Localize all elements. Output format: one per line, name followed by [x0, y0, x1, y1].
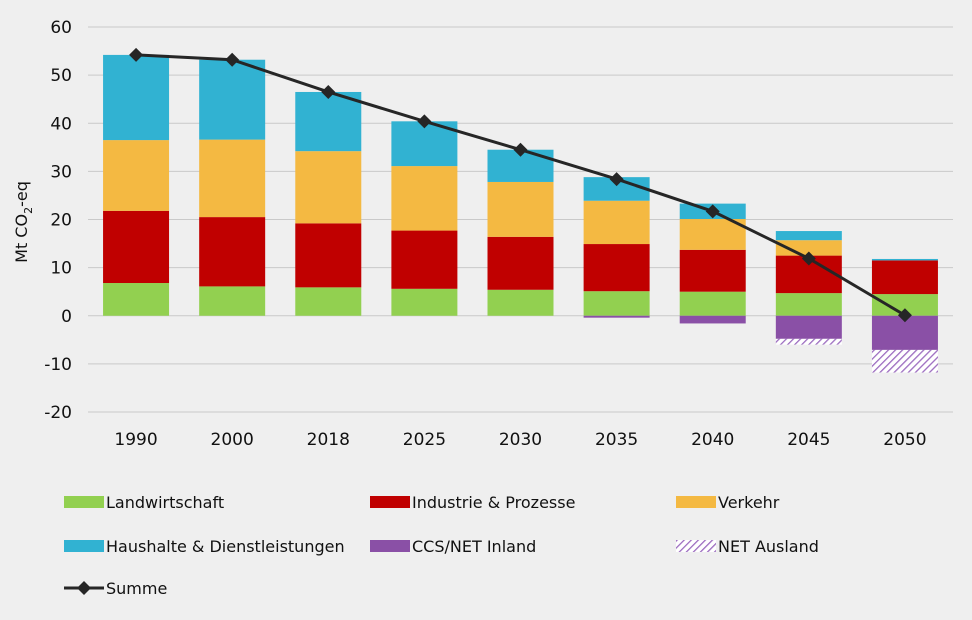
x-tick-label: 2045 [787, 430, 830, 450]
summe-marker [801, 251, 816, 266]
summe-marker [705, 204, 720, 219]
x-tick-label: 2000 [211, 430, 254, 450]
bar-segment-landwirtschaft [679, 291, 746, 316]
y-tick-label: 0 [61, 307, 72, 327]
stacked-bars [103, 54, 938, 373]
legend-swatch-haushalte-and-dienstleistungen [64, 540, 104, 552]
y-axis-tick-labels: 60 50 40 30 20 10 0 -10 -20 [44, 18, 72, 423]
legend: Landwirtschaft Industrie & Prozesse Verkeh… [64, 493, 819, 598]
y-axis-title-tail: -eq [12, 181, 31, 207]
legend-label-industrie-and-prozesse: Industrie & Prozesse [412, 493, 575, 512]
summe-marker [129, 47, 144, 62]
bar-segment-haushalte-and-dienstleistungen [199, 59, 266, 140]
bar-segment-industrie-and-prozesse [679, 249, 746, 292]
legend-label-verkehr: Verkehr [718, 493, 780, 512]
y-tick-label: 40 [50, 114, 72, 134]
bar-segment-landwirtschaft [487, 289, 554, 316]
bar-segment-verkehr [679, 219, 746, 250]
y-tick-label: -10 [44, 355, 72, 375]
bar-segment-haushalte-and-dienstleistungen [295, 91, 362, 152]
legend-swatch-verkehr [676, 496, 716, 508]
bar-segment-verkehr [199, 139, 266, 218]
bar-segment-verkehr [391, 166, 458, 231]
legend-marker-summe [77, 581, 91, 595]
summe-marker [609, 172, 624, 187]
bar-segment-verkehr [487, 181, 554, 237]
bar-segment-industrie-and-prozesse [583, 244, 650, 292]
bar-segment-haushalte-and-dienstleistungen [775, 231, 842, 241]
bar-segment-landwirtschaft [391, 288, 458, 316]
x-tick-label: 1990 [114, 430, 157, 450]
x-tick-label: 2018 [307, 430, 350, 450]
x-tick-label: 2040 [691, 430, 734, 450]
y-tick-label: 10 [50, 259, 72, 279]
x-tick-label: 2035 [595, 430, 638, 450]
bar-segment-landwirtschaft [199, 286, 266, 316]
y-axis-title: Mt CO2-eq [12, 181, 35, 263]
legend-label-ccs-net-inland: CCS/NET Inland [412, 537, 536, 556]
summe-marker [321, 84, 336, 99]
legend-label-net-ausland: NET Ausland [718, 537, 819, 556]
y-axis-title-main: Mt CO [12, 214, 31, 263]
x-tick-label: 2050 [883, 430, 926, 450]
summe-marker [225, 52, 240, 67]
summe-marker [897, 308, 912, 323]
bar-segment-industrie-and-prozesse [199, 217, 266, 287]
bar-segment-ccs-net-inland [679, 315, 746, 324]
bar-segment-verkehr [103, 140, 170, 211]
legend-swatch-net-ausland [676, 540, 716, 552]
legend-swatch-industrie-and-prozesse [370, 496, 410, 508]
bar-segment-landwirtschaft [871, 294, 938, 316]
legend-label-summe: Summe [106, 579, 167, 598]
bar-segment-haushalte-and-dienstleistungen [871, 258, 938, 261]
bar-segment-industrie-and-prozesse [871, 260, 938, 295]
legend-swatch-landwirtschaft [64, 496, 104, 508]
bar-segment-landwirtschaft [103, 283, 170, 316]
summe-marker [513, 142, 528, 157]
summe-line-series [129, 47, 912, 323]
bar-segment-landwirtschaft [295, 287, 362, 316]
x-axis-tick-labels: 1990 2000 2018 2025 2030 2035 2040 2045 2050 [114, 430, 926, 450]
y-tick-label: 50 [50, 66, 72, 86]
y-tick-label: 60 [50, 18, 72, 38]
bar-segment-haushalte-and-dienstleistungen [103, 54, 170, 141]
legend-label-landwirtschaft: Landwirtschaft [106, 493, 224, 512]
bar-segment-landwirtschaft [775, 293, 842, 316]
bar-segment-net-ausland [871, 349, 938, 373]
x-tick-label: 2025 [403, 430, 446, 450]
legend-label-haushalte-and-dienstleistungen: Haushalte & Dienstleistungen [106, 537, 345, 556]
x-tick-label: 2030 [499, 430, 542, 450]
bar-segment-industrie-and-prozesse [487, 236, 554, 290]
summe-marker [417, 114, 432, 129]
y-tick-label: -20 [44, 403, 72, 423]
bar-segment-ccs-net-inland [583, 315, 650, 318]
bar-segment-industrie-and-prozesse [295, 223, 362, 288]
bar-segment-verkehr [583, 200, 650, 245]
bar-segment-verkehr [295, 151, 362, 224]
bar-segment-industrie-and-prozesse [391, 230, 458, 289]
y-tick-label: 20 [50, 211, 72, 231]
bar-segment-industrie-and-prozesse [103, 210, 170, 284]
legend-swatch-ccs-net-inland [370, 540, 410, 552]
bar-segment-landwirtschaft [583, 291, 650, 316]
y-tick-label: 30 [50, 162, 72, 182]
bar-segment-net-ausland [775, 338, 842, 345]
bar-segment-ccs-net-inland [775, 315, 842, 339]
y-axis-title-subscript: 2 [22, 207, 35, 214]
